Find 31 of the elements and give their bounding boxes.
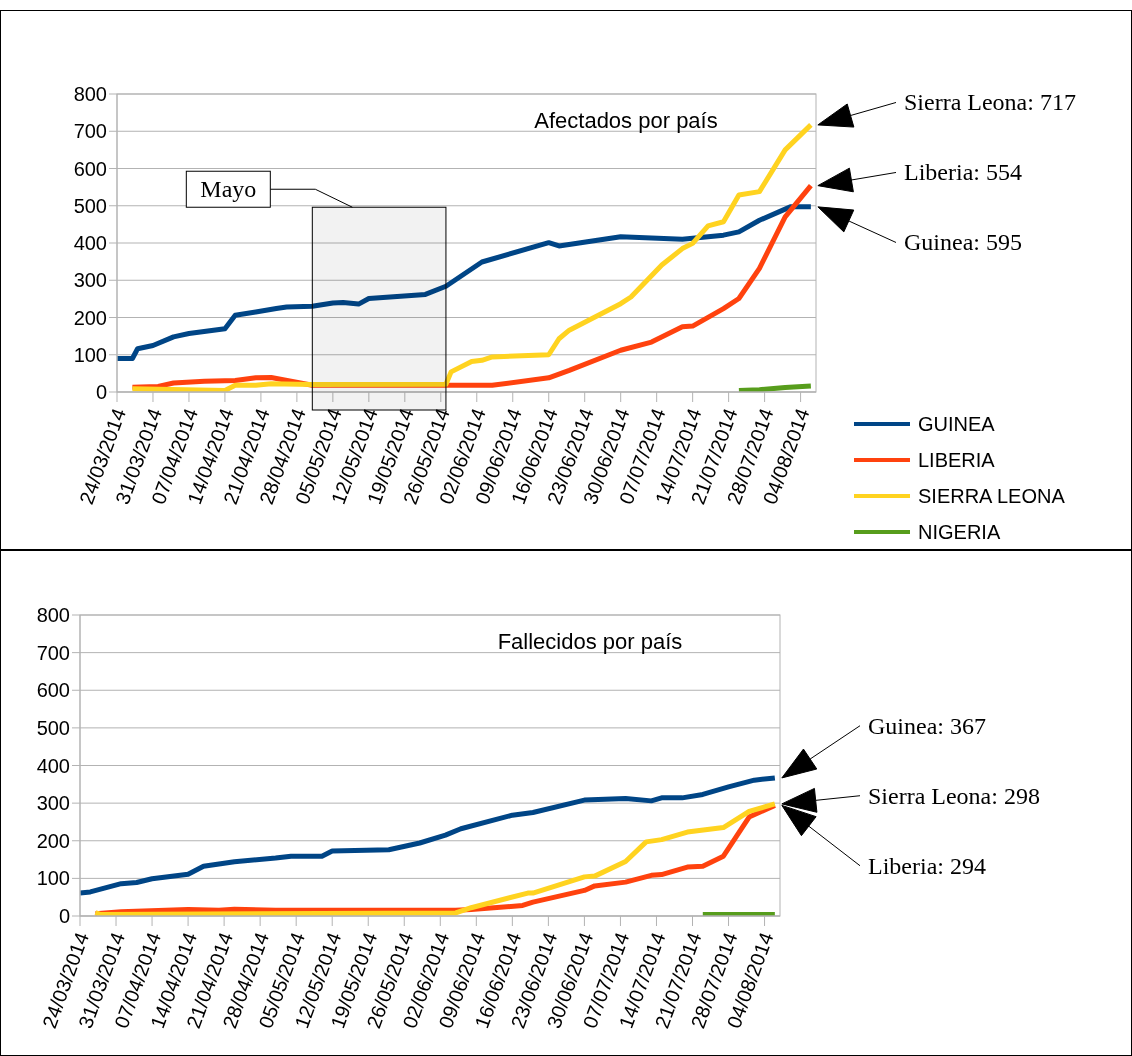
y-tick-label: 500 xyxy=(73,194,107,217)
legend-label: LIBERIA xyxy=(918,448,995,472)
y-tick-label: 800 xyxy=(36,604,70,627)
text: Liberia: 554 xyxy=(904,159,1022,186)
y-tick-label: 600 xyxy=(36,679,70,702)
y-tick-label: 300 xyxy=(73,269,107,292)
text: Guinea: 367 xyxy=(868,712,986,739)
y-tick-label: 0 xyxy=(95,381,107,404)
text: Sierra Leona: 717 xyxy=(904,89,1076,116)
text: Sierra Leona: 298 xyxy=(868,782,1040,809)
legend-label: GUINEA xyxy=(918,412,995,436)
text: Afectados por país xyxy=(534,108,718,133)
y-tick-label: 700 xyxy=(73,120,107,143)
y-tick-label: 700 xyxy=(36,641,70,664)
y-tick-label: 400 xyxy=(73,232,107,255)
y-tick-label: 200 xyxy=(36,829,70,852)
y-tick-label: 500 xyxy=(36,716,70,739)
y-tick-label: 400 xyxy=(36,754,70,777)
text: Liberia: 294 xyxy=(868,852,986,879)
y-tick-label: 600 xyxy=(73,157,107,180)
y-tick-label: 200 xyxy=(73,306,107,329)
legend-label: SIERRA LEONA xyxy=(918,484,1065,508)
y-tick-label: 800 xyxy=(73,83,107,106)
legend-label: NIGERIA xyxy=(918,520,1001,544)
y-tick-label: 100 xyxy=(36,867,70,890)
text: Guinea: 595 xyxy=(904,229,1022,256)
y-tick-label: 300 xyxy=(36,792,70,815)
band-label: Mayo xyxy=(200,176,257,203)
text: Fallecidos por país xyxy=(497,629,683,654)
y-tick-label: 0 xyxy=(58,905,70,928)
y-tick-label: 100 xyxy=(73,343,107,366)
